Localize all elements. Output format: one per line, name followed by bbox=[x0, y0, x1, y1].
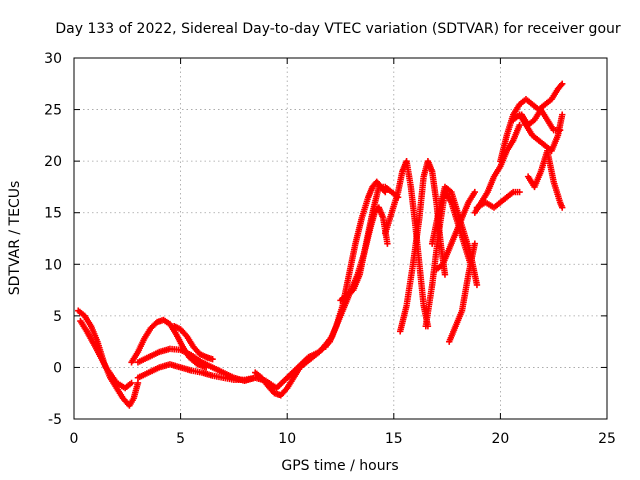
data-point bbox=[384, 240, 391, 247]
series-arc-22 bbox=[518, 106, 564, 134]
data-point bbox=[441, 271, 449, 278]
x-tick-label: 20 bbox=[491, 431, 509, 447]
y-axis-label: SDTVAR / TECUs bbox=[7, 181, 23, 296]
data-point bbox=[557, 81, 565, 89]
data-point bbox=[556, 127, 564, 134]
data-point bbox=[471, 240, 479, 247]
series-arc-16 bbox=[446, 240, 479, 345]
series-arc-1 bbox=[75, 307, 142, 409]
data-point bbox=[516, 188, 523, 196]
data-point bbox=[128, 379, 135, 387]
y-tick-label: 0 bbox=[53, 360, 62, 376]
x-tick-label: 5 bbox=[176, 431, 185, 447]
y-tick-label: 15 bbox=[44, 206, 62, 222]
plot-frame bbox=[73, 57, 608, 420]
x-tick-label: 25 bbox=[598, 431, 616, 447]
y-tick-label: 20 bbox=[44, 154, 62, 170]
series-arc-21 bbox=[524, 147, 566, 211]
y-tick-label: 10 bbox=[44, 257, 62, 273]
data-point bbox=[559, 204, 566, 211]
y-tick-label: 30 bbox=[44, 51, 62, 67]
series-arc-12 bbox=[396, 157, 449, 335]
y-tick-label: 25 bbox=[44, 103, 62, 119]
series-arc-18 bbox=[473, 188, 523, 211]
x-axis-label: GPS time / hours bbox=[281, 458, 398, 474]
series-arc-15 bbox=[433, 188, 479, 273]
data-point bbox=[559, 80, 566, 87]
data-point bbox=[516, 121, 523, 129]
tick-layer: 0 5 10 15 20 25 -5 0 5 10 15 20 25 30 bbox=[44, 51, 616, 447]
data-point bbox=[559, 111, 566, 118]
x-tick-label: 0 bbox=[70, 431, 79, 447]
x-tick-label: 15 bbox=[385, 431, 403, 447]
series-arc-6 bbox=[171, 322, 216, 363]
y-tick-label: -5 bbox=[48, 412, 62, 428]
data-point bbox=[473, 281, 481, 289]
chart-title: Day 133 of 2022, Sidereal Day-to-day VTE… bbox=[55, 21, 621, 37]
x-tick-label: 10 bbox=[278, 431, 296, 447]
data-point bbox=[209, 355, 216, 363]
data-point bbox=[471, 188, 479, 196]
series-arc-10 bbox=[337, 183, 402, 304]
series-arc-2 bbox=[77, 317, 135, 392]
y-tick-label: 5 bbox=[53, 309, 62, 325]
series-arc-5 bbox=[134, 345, 259, 385]
grid-layer bbox=[74, 58, 607, 419]
series-arc-7 bbox=[252, 333, 336, 399]
data-marks bbox=[75, 80, 566, 409]
